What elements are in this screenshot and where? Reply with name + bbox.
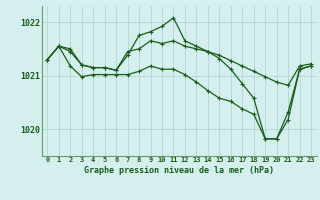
X-axis label: Graphe pression niveau de la mer (hPa): Graphe pression niveau de la mer (hPa) xyxy=(84,166,274,175)
